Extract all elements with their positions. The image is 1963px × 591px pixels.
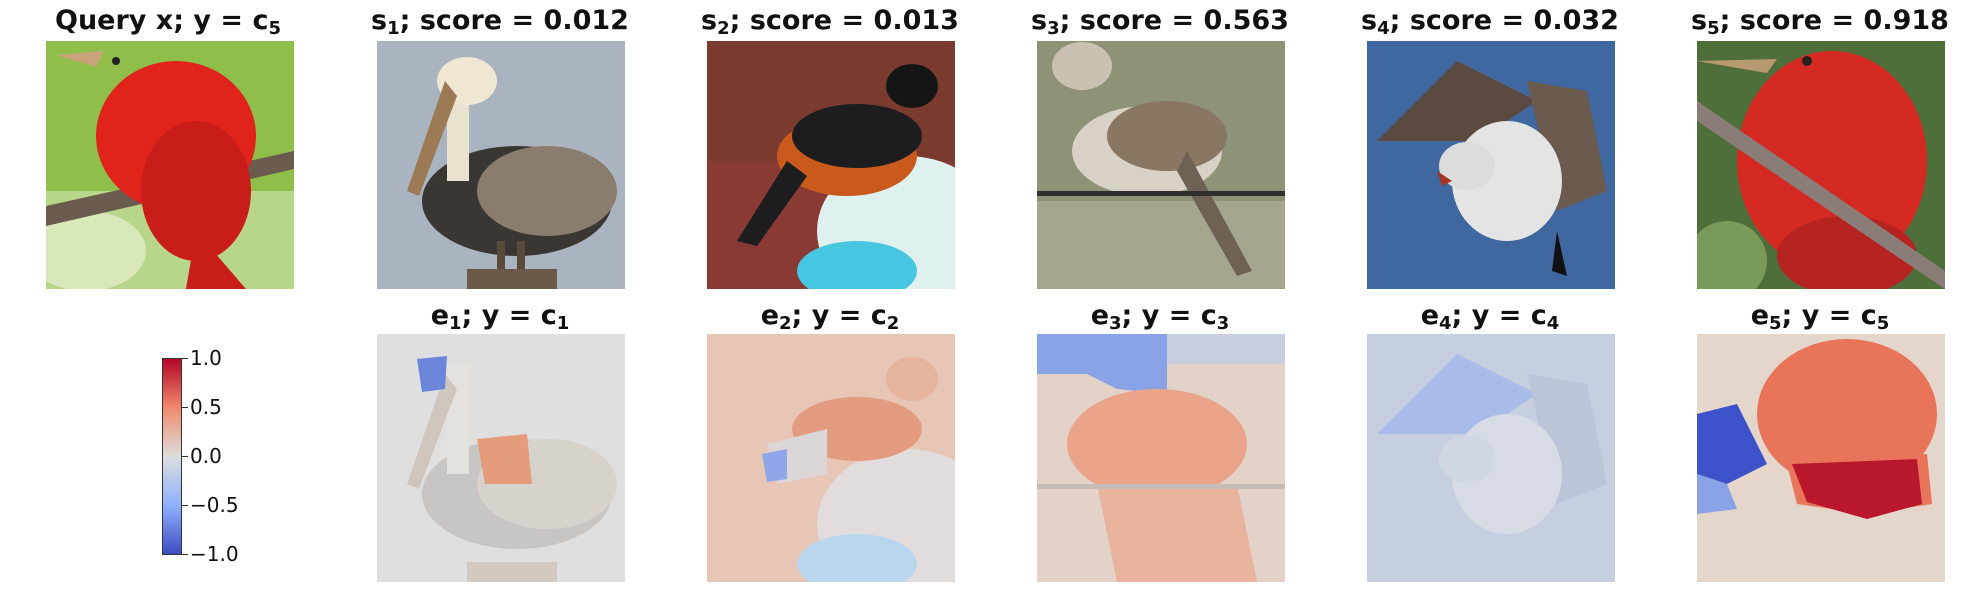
explanation-title-1: e1; y = c1 bbox=[430, 300, 570, 335]
colorbar bbox=[162, 358, 182, 555]
sample-image-4 bbox=[1367, 41, 1615, 289]
sparrow-heatmap bbox=[1037, 334, 1285, 582]
colorbar-label-5: −1.0 bbox=[190, 542, 239, 566]
pelican-image bbox=[377, 41, 625, 289]
sample-image-2 bbox=[707, 41, 955, 289]
explanation-title-3: e3; y = c3 bbox=[1090, 300, 1230, 335]
sample-image-5 bbox=[1697, 41, 1945, 289]
red-bird-image bbox=[46, 41, 294, 289]
tern-heatmap bbox=[1367, 334, 1615, 582]
explanation-map-4 bbox=[1367, 334, 1615, 582]
colorbar-label-1: 1.0 bbox=[190, 346, 222, 370]
explanation-map-2 bbox=[707, 334, 955, 582]
colorbar-label-4: −0.5 bbox=[190, 493, 239, 517]
pelican-heatmap bbox=[377, 334, 625, 582]
colorbar-tick-1 bbox=[182, 358, 188, 359]
sample-title-4: s4; score = 0.032 bbox=[1361, 5, 1619, 40]
sample-image-1 bbox=[377, 41, 625, 289]
sample-title-2: s2; score = 0.013 bbox=[701, 5, 959, 40]
oriole-heatmap bbox=[707, 334, 955, 582]
explanation-map-3 bbox=[1037, 334, 1285, 582]
tern-image bbox=[1367, 41, 1615, 289]
colorbar-tick-3 bbox=[182, 456, 188, 457]
explanation-map-5 bbox=[1697, 334, 1945, 582]
query-image bbox=[46, 41, 294, 289]
sample-title-5: s5; score = 0.918 bbox=[1691, 5, 1949, 40]
colorbar-tick-4 bbox=[182, 505, 188, 506]
sample-title-3: s3; score = 0.563 bbox=[1031, 5, 1289, 40]
explanation-title-4: e4; y = c4 bbox=[1420, 300, 1560, 335]
red-bird-image-2 bbox=[1697, 41, 1945, 289]
sparrow-image bbox=[1037, 41, 1285, 289]
explanation-map-1 bbox=[377, 334, 625, 582]
colorbar-label-3: 0.0 bbox=[190, 444, 222, 468]
colorbar-label-2: 0.5 bbox=[190, 395, 222, 419]
sample-image-3 bbox=[1037, 41, 1285, 289]
explanation-title-2: e2; y = c2 bbox=[760, 300, 900, 335]
sample-title-1: s1; score = 0.012 bbox=[371, 5, 629, 40]
explanation-title-5: e5; y = c5 bbox=[1750, 300, 1890, 335]
colorbar-tick-2 bbox=[182, 407, 188, 408]
query-title: Query x; y = c5 bbox=[55, 5, 281, 40]
colorbar-tick-5 bbox=[182, 554, 188, 555]
red-bird-heatmap bbox=[1697, 334, 1945, 582]
oriole-image bbox=[707, 41, 955, 289]
